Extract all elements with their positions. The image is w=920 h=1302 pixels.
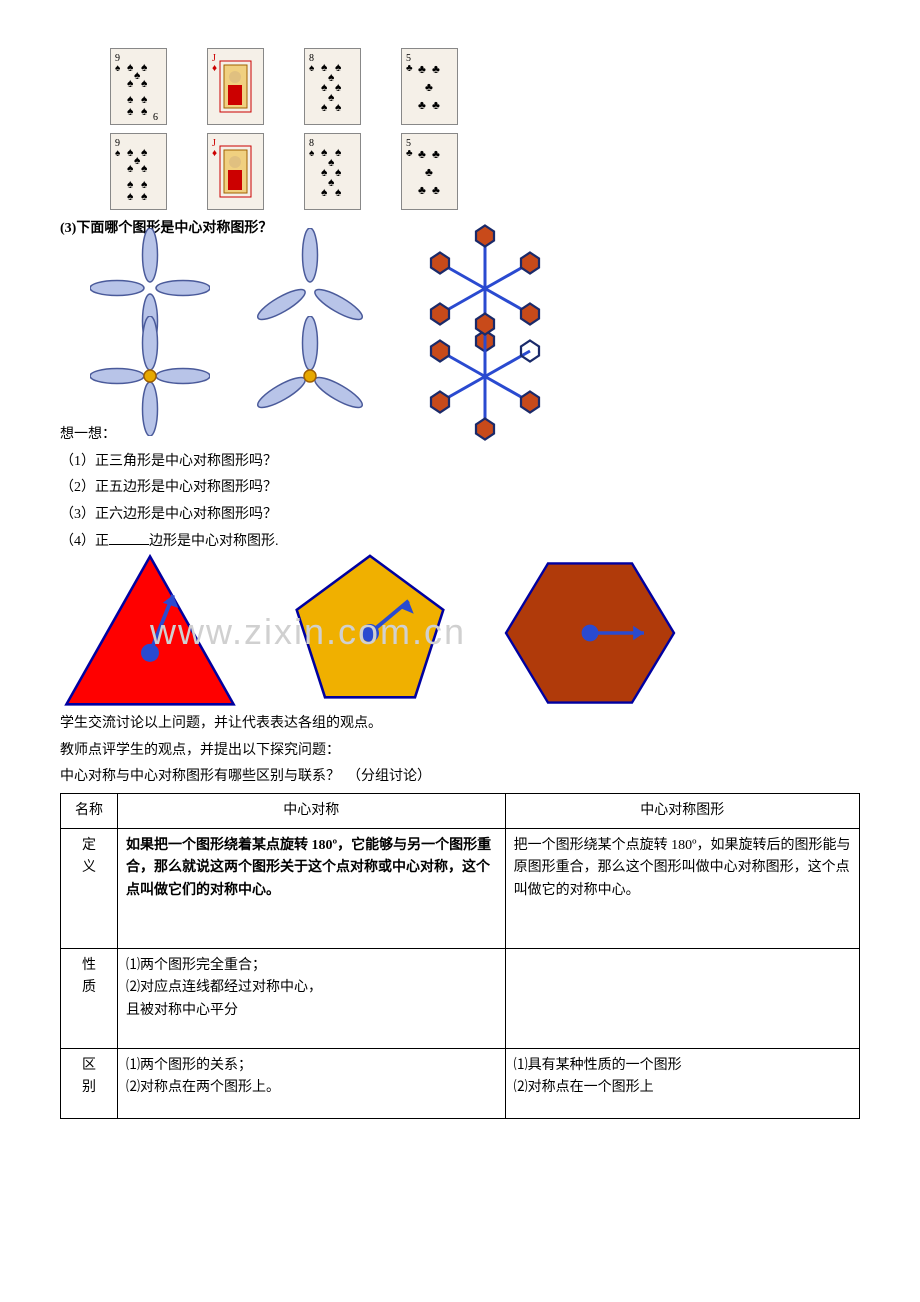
propeller-3-dot [250,336,370,416]
para-2: 教师点评学生的观点，并提出以下探究问题： [60,740,860,762]
row3-c1: ⑴两个图形的关系； ⑵对称点在两个图形上。 [118,1048,506,1118]
svg-text:♠: ♠ [141,104,148,118]
think-1: （1）正三角形是中心对称图形吗？ [60,451,860,473]
svg-text:♠: ♠ [335,100,342,114]
polygon-row: www.zixin.com.cn [60,563,860,703]
card-5-clubs-b: 5♣♣♣♣♣♣ [401,133,458,210]
triangle [60,563,240,703]
card-j-diamonds: J♦ [207,48,264,125]
row3-label: 区别 [61,1048,118,1118]
comparison-table: 名称 中心对称 中心对称图形 定义 如果把一个图形绕着某点旋转 180º，它能够… [60,793,860,1119]
row2-c1: ⑴两个图形完全重合； ⑵对应点连线都经过对称中心， 且被对称中心平分 [118,948,506,1048]
card-5-clubs: 5♣ ♣♣♣♣♣ [401,48,458,125]
svg-text:♦: ♦ [212,63,217,74]
svg-text:♠: ♠ [328,70,335,84]
svg-text:♣: ♣ [418,147,426,161]
svg-text:♠: ♠ [309,148,315,159]
svg-text:♠: ♠ [141,189,148,203]
row3-c2: ⑴具有某种性质的一个图形 ⑵对称点在一个图形上 [505,1048,859,1118]
svg-text:♣: ♣ [432,147,440,161]
row1-c1: 如果把一个图形绕着某点旋转 180º，它能够与另一个图形重合，那么就说这两个图形… [118,828,506,948]
svg-text:♣: ♣ [432,98,440,112]
svg-text:♠: ♠ [127,145,134,159]
svg-text:♠: ♠ [321,185,328,199]
propeller-4-dot [90,336,210,416]
th-c1: 中心对称 [118,793,506,828]
svg-text:♠: ♠ [134,68,141,82]
svg-text:♠: ♠ [335,80,342,94]
svg-text:♠: ♠ [127,161,134,175]
hexagon [500,563,680,703]
svg-text:♠: ♠ [321,165,328,179]
svg-text:♠: ♠ [321,145,328,159]
th-c2: 中心对称图形 [505,793,859,828]
svg-text:♣: ♣ [432,62,440,76]
card-8-spades: 8♠ ♠♠♠♠♠♠♠♠ [304,48,361,125]
svg-text:♣: ♣ [418,183,426,197]
svg-text:♠: ♠ [309,63,315,74]
svg-text:♣: ♣ [418,62,426,76]
card-8-spades-b: 8♠♠♠♠♠♠♠♠♠ [304,133,361,210]
svg-text:♠: ♠ [127,60,134,74]
svg-text:♠: ♠ [321,60,328,74]
shape-row-2 [90,336,860,416]
card-9-spades-b: 9♠♠♠♠♠♠♠♠♠♠ [110,133,167,210]
svg-text:♠: ♠ [141,60,148,74]
svg-text:♠: ♠ [335,60,342,74]
svg-text:♠: ♠ [127,104,134,118]
row1-c2: 把一个图形绕某个点旋转 180º，如果旋转后的图形能与原图形重合，那么这个图形叫… [505,828,859,948]
para-3: 中心对称与中心对称图形有哪些区别与联系？ （分组讨论） [60,766,860,788]
svg-text:♠: ♠ [115,63,121,74]
card-row-2: 9♠♠♠♠♠♠♠♠♠♠ J♦ 8♠♠♠♠♠♠♠♠♠ 5♣♣♣♣♣♣ [110,133,860,210]
card-row-1: 9♠ ♠♠♠♠♠♠♠♠♠ 9 J♦ 8♠ ♠♠♠♠♠♠♠♠ 5♣ ♣♣♣♣♣ [110,48,860,125]
svg-text:♠: ♠ [335,185,342,199]
svg-text:♠: ♠ [335,145,342,159]
card-9-spades: 9♠ ♠♠♠♠♠♠♠♠♠ 9 [110,48,167,125]
pentagon [280,563,460,703]
svg-text:9: 9 [153,110,158,121]
card-j-diamonds-b: J♦ [207,133,264,210]
svg-text:♠: ♠ [127,189,134,203]
svg-text:♠: ♠ [141,145,148,159]
svg-text:♣: ♣ [418,98,426,112]
svg-text:♣: ♣ [432,183,440,197]
svg-text:♣: ♣ [406,63,413,74]
svg-text:♠: ♠ [127,76,134,90]
svg-text:♠: ♠ [328,155,335,169]
svg-text:♠: ♠ [141,161,148,175]
svg-text:♠: ♠ [141,76,148,90]
svg-text:♣: ♣ [406,148,413,159]
row2-label: 性质 [61,948,118,1048]
svg-text:♠: ♠ [328,90,335,104]
svg-text:♦: ♦ [212,148,217,159]
hexnet-2 [410,336,560,416]
row2-c2 [505,948,859,1048]
svg-text:♠: ♠ [321,80,328,94]
svg-text:♠: ♠ [321,100,328,114]
svg-text:♠: ♠ [115,148,121,159]
svg-text:♠: ♠ [335,165,342,179]
svg-text:♣: ♣ [425,165,433,179]
svg-text:♠: ♠ [134,153,141,167]
row1-label: 定义 [61,828,118,948]
think-2: （2）正五边形是中心对称图形吗？ [60,477,860,499]
svg-text:♠: ♠ [328,175,335,189]
svg-text:♣: ♣ [425,80,433,94]
think-3: （3）正六边形是中心对称图形吗？ [60,504,860,526]
th-name: 名称 [61,793,118,828]
